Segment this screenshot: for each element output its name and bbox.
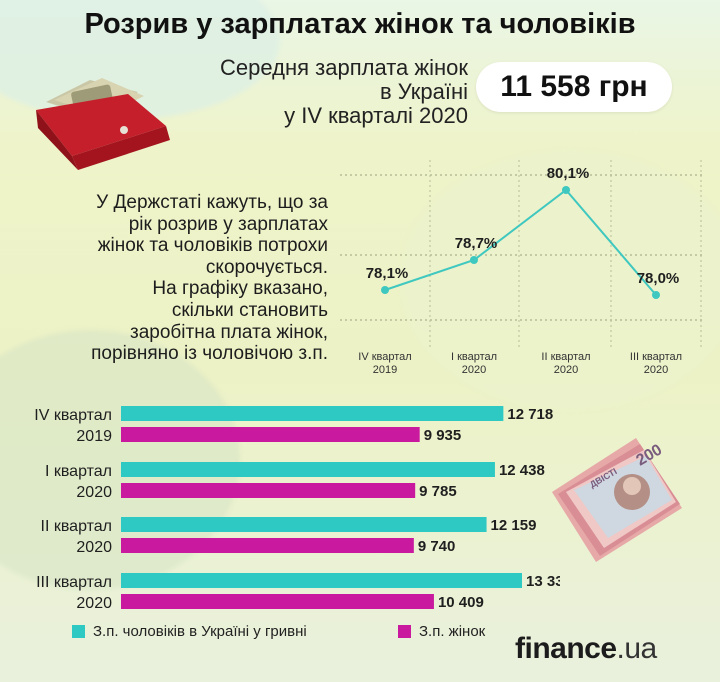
banknotes-illustration: ДВІСТІ 200 (552, 438, 682, 562)
description-line: скорочується. (205, 256, 328, 278)
legend-item-women: З.п. жінок (398, 623, 485, 640)
subtitle: Середня зарплата жінок в Україні у IV кв… (150, 56, 468, 128)
legend-swatch-women (398, 625, 411, 638)
bar-value-label: 12 159 (491, 517, 537, 534)
category-label: II квартал (41, 518, 112, 535)
bar-men (121, 573, 522, 588)
bar-women (121, 538, 414, 553)
data-point (562, 186, 570, 194)
category-label: 2020 (76, 484, 112, 501)
subtitle-line: Середня зарплата жінок (220, 55, 468, 80)
salary-badge: 11 558 грн (476, 62, 672, 112)
data-label: 78,0% (637, 270, 680, 287)
category-label: I квартал (45, 463, 112, 480)
category-label: 2020 (76, 595, 112, 612)
bar-value-label: 13 338 (526, 573, 560, 590)
description-line: У Держстаті кажуть, що за (96, 192, 328, 213)
bar-women (121, 427, 420, 442)
legend-label-men: З.п. чоловіків в Україні у гривні (93, 623, 307, 640)
bar-value-label: 12 718 (507, 406, 553, 423)
brand-name: finance (515, 632, 617, 665)
x-tick-label: III квартал (630, 351, 682, 363)
category-label: 2019 (76, 428, 112, 445)
data-label: 78,7% (455, 235, 498, 252)
x-tick-label: II квартал (541, 351, 590, 363)
subtitle-line: у IV кварталі 2020 (284, 103, 468, 128)
bar-women (121, 483, 416, 498)
x-tick-label: 2019 (373, 364, 397, 376)
category-label: IV квартал (34, 407, 112, 424)
salary-bar-chart: IV квартал 2019 12 718 9 935 I квартал 2020 12… (34, 406, 560, 612)
description: У Держстаті кажуть, що за рік розрив у з… (10, 192, 328, 365)
x-tick-label: I квартал (451, 351, 497, 363)
brand-suffix: .ua (616, 632, 658, 665)
bar-value-label: 12 438 (499, 462, 545, 479)
bar-men (121, 462, 495, 477)
description-line: рік розрив у зарплатах (128, 213, 328, 235)
bar-men (121, 406, 504, 421)
x-tick-label: 2020 (462, 364, 486, 376)
data-point (381, 286, 389, 294)
x-tick-label: 2020 (644, 364, 668, 376)
bar-value-label: 10 409 (438, 594, 484, 611)
description-line: порівняно із чоловічою з.п. (91, 343, 328, 365)
legend-item-men: З.п. чоловіків в Україні у гривні (72, 623, 307, 640)
description-line: заробітна плата жінок, (130, 321, 328, 343)
description-line: На графіку вказано, (152, 278, 328, 300)
brand-logo[interactable]: finance.ua (515, 632, 657, 666)
bar-men (121, 517, 487, 532)
data-label: 78,1% (366, 265, 409, 282)
legend-swatch-men (72, 625, 85, 638)
category-label: 2020 (76, 539, 112, 556)
page-title: Розрив у зарплатах жінок та чоловіків (84, 8, 636, 40)
data-label: 80,1% (547, 165, 590, 182)
legend-label-women: З.п. жінок (419, 623, 486, 640)
x-tick-label: IV квартал (358, 351, 411, 363)
description-line: скільки становить (171, 299, 328, 321)
bar-value-label: 9 740 (418, 538, 456, 555)
data-point (470, 256, 478, 264)
bar-women (121, 594, 434, 609)
x-tick-label: 2020 (554, 364, 578, 376)
purse-illustration (36, 78, 170, 170)
subtitle-line: в Україні (379, 79, 468, 104)
data-point (652, 291, 660, 299)
bar-value-label: 9 785 (419, 483, 457, 500)
bar-value-label: 9 935 (424, 427, 462, 444)
category-label: III квартал (36, 574, 112, 591)
series-line (384, 188, 657, 296)
description-line: жінок та чоловіків потрохи (97, 235, 328, 257)
